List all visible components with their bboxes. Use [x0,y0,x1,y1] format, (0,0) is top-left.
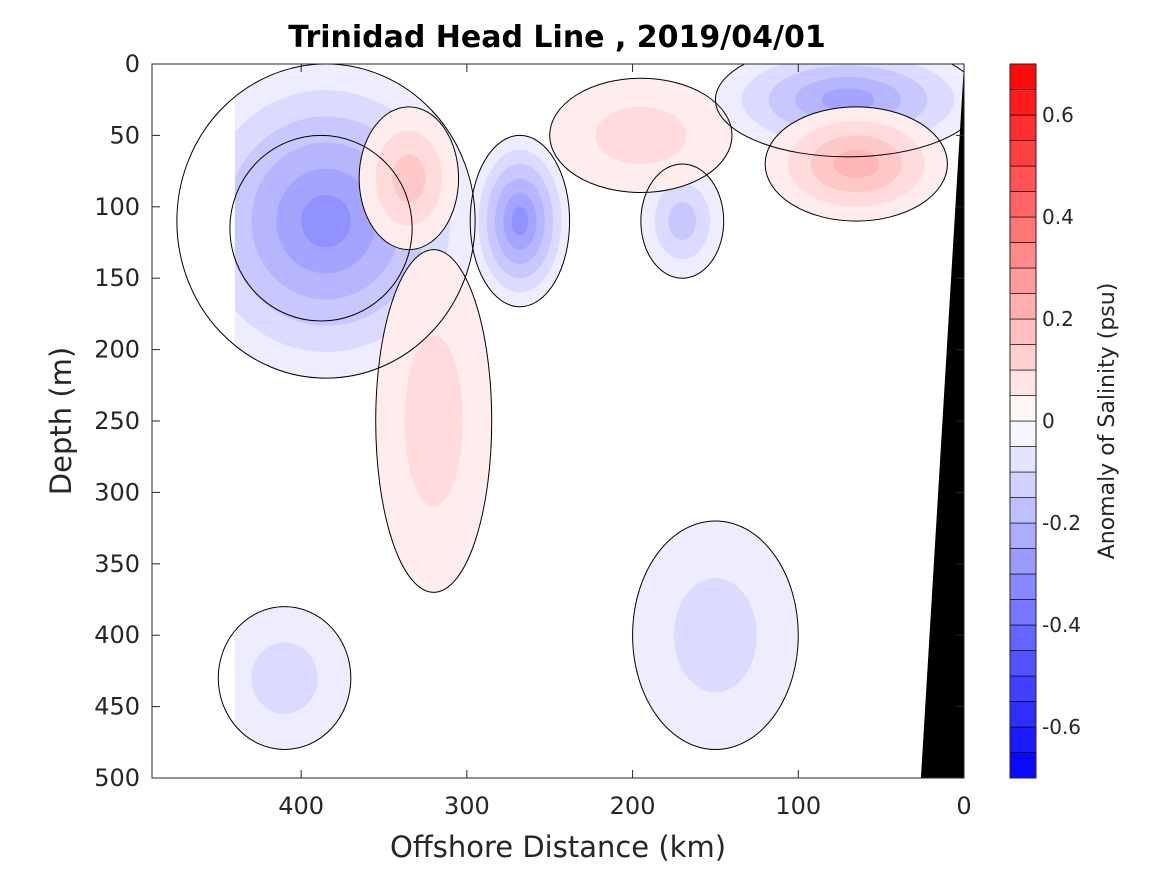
x-tick-label: 0 [956,792,971,820]
x-axis-label: Offshore Distance (km) [390,830,726,864]
x-tick-label: 200 [610,792,656,820]
colorbar-segment [1009,624,1037,651]
anomaly-band [674,578,757,693]
colorbar: -0.6 -0.4 -0.2 0 0.2 0.4 0.6 [1009,63,1081,779]
y-tick-label: 400 [94,621,140,649]
anomaly-band [511,206,529,236]
y-tick-label: 250 [94,407,140,435]
plot-area [151,63,965,779]
colorbar-segment [1009,650,1037,677]
colorbar-segment [1009,599,1037,626]
land-mask [920,64,964,778]
zero-contour [549,77,733,194]
colorbar-segment [1009,216,1037,243]
colorbar-segment [1009,752,1037,779]
zero-contour [632,520,799,750]
colorbar-segment [1009,191,1037,218]
colorbar-segment [1009,522,1037,549]
anomaly-band [821,88,875,112]
colorbar-segment [1009,497,1037,524]
y-tick-label: 50 [109,121,140,149]
colorbar-tick-label: -0.6 [1042,715,1081,739]
y-axis-label: Depth (m) [44,347,78,495]
x-tick-label: 100 [775,792,821,820]
anomaly-band [595,106,687,164]
colorbar-segment [1009,369,1037,396]
anomaly-band [404,335,463,507]
colorbar-segment [1009,63,1037,90]
y-axis: 0 50 100 150 200 250 300 350 400 450 500 [94,50,964,792]
zero-contour [640,163,725,279]
colorbar-segment [1009,293,1037,320]
y-tick-label: 500 [94,764,140,792]
zero-contour [714,64,964,158]
colorbar-label: Anomaly of Salinity (psu) [1095,283,1120,560]
colorbar-segment [1009,89,1037,116]
colorbar-frame [1009,63,1037,779]
y-tick-label: 0 [125,50,140,78]
chart-title: Trinidad Head Line , 2019/04/01 [288,20,825,55]
colorbar-segment [1009,165,1037,192]
anomaly-band [668,202,697,241]
zero-contour [176,64,476,379]
colorbar-segment [1009,242,1037,269]
y-tick-label: 200 [94,336,140,364]
colorbar-tick-label: 0 [1042,409,1055,433]
zero-contour [217,606,352,750]
colorbar-segment [1009,446,1037,473]
colorbar-tick-label: -0.4 [1042,613,1081,637]
colorbar-segment [1009,140,1037,167]
colorbar-segment [1009,726,1037,753]
anomaly-band [833,149,880,179]
colorbar-segment [1009,344,1037,371]
colorbar-tick-label: 0.4 [1042,205,1074,229]
colorbar-segment [1009,267,1037,294]
zero-contour [229,134,413,322]
colorbar-segment [1009,114,1037,141]
x-tick-label: 400 [278,792,324,820]
colorbar-segment [1009,548,1037,575]
colorbar-segment [1009,701,1037,728]
anomaly-field [152,64,964,778]
zero-contour [469,134,571,308]
x-axis: 400 300 200 100 0 [278,64,972,820]
anomaly-band [392,154,426,203]
colorbar-tick-label: 0.2 [1042,307,1074,331]
anomaly-band [301,194,351,248]
zero-contour [358,106,460,251]
colorbar-segment [1009,471,1037,498]
y-tick-label: 350 [94,550,140,578]
colorbar-segment [1009,318,1037,345]
colorbar-segment [1009,420,1037,447]
x-tick-label: 300 [444,792,490,820]
zero-contours [176,64,964,750]
zero-contour [764,106,948,222]
colorbar-tick-label: 0.6 [1042,103,1074,127]
colorbar-segment [1009,573,1037,600]
y-tick-label: 150 [94,264,140,292]
anomaly-band [251,642,318,714]
y-tick-label: 100 [94,193,140,221]
y-tick-label: 300 [94,478,140,506]
colorbar-tick-label: -0.2 [1042,511,1081,535]
colorbar-segment [1009,395,1037,422]
no-data-region [152,64,235,778]
y-tick-label: 450 [94,693,140,721]
colorbar-segment [1009,675,1037,702]
zero-contour [375,249,493,593]
